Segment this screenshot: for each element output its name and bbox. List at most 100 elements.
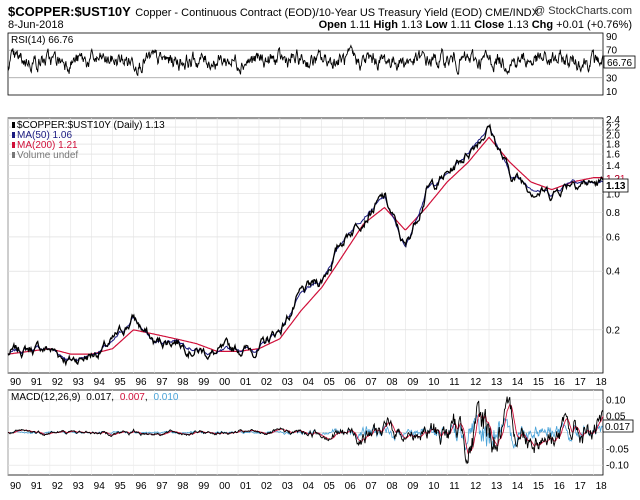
x-tick-label: 93 bbox=[73, 377, 85, 388]
x-tick-label: 04 bbox=[303, 377, 315, 388]
ma200-line bbox=[7, 136, 603, 355]
x-tick-label: 17 bbox=[575, 481, 587, 492]
x-tick-label: 05 bbox=[324, 377, 336, 388]
x-tick-label: 02 bbox=[261, 481, 273, 492]
macd-y-axis: 0.10 0.05 -0.05 -0.10 bbox=[606, 395, 629, 471]
x-tick-label: 13 bbox=[491, 377, 503, 388]
x-tick-label: 08 bbox=[386, 481, 398, 492]
x-tick-label: 18 bbox=[596, 377, 608, 388]
x-tick-label: 94 bbox=[94, 481, 106, 492]
x-tick-label: 01 bbox=[240, 481, 252, 492]
x-tick-label: 00 bbox=[219, 481, 231, 492]
rsi-frame bbox=[7, 32, 604, 96]
x-tick-label: 91 bbox=[31, 377, 43, 388]
x-tick-label: 12 bbox=[470, 481, 482, 492]
legend-entry: Volume undef bbox=[17, 150, 78, 161]
price-y-axis: 2.42.22.01.81.61.41.21.00.80.60.40.2 bbox=[606, 115, 620, 336]
x-tick-label: 14 bbox=[512, 377, 524, 388]
rsi-y-tick: 70 bbox=[606, 46, 618, 57]
symbol-label: $COPPER:$UST10Y bbox=[8, 4, 131, 19]
macd-y-tick: 0.10 bbox=[606, 395, 626, 406]
price-y-tick: 1.4 bbox=[606, 161, 620, 172]
x-tick-label: 11 bbox=[449, 481, 460, 492]
price-y-tick: 0.4 bbox=[606, 267, 620, 278]
x-tick-label: 99 bbox=[198, 377, 210, 388]
x-tick-label: 90 bbox=[10, 377, 22, 388]
x-tick-label: 05 bbox=[324, 481, 336, 492]
x-tick-label: 98 bbox=[177, 377, 189, 388]
x-tick-label: 93 bbox=[73, 481, 85, 492]
legend-entry: MA(200) 1.21 bbox=[17, 140, 78, 151]
price-y-tick: 1.8 bbox=[606, 140, 620, 151]
x-tick-label: 09 bbox=[407, 377, 419, 388]
legend-entry: $COPPER:$UST10Y (Daily) 1.13 bbox=[17, 120, 165, 131]
macd-x-axis: 90 91 92 93 94 95 96 97 98 99 00 01 02 03 04 05 06 07 08 09… bbox=[10, 481, 607, 492]
x-tick-label: 94 bbox=[94, 377, 106, 388]
legend-swatch bbox=[12, 152, 15, 158]
price-line bbox=[7, 123, 604, 367]
x-tick-label: 96 bbox=[135, 481, 147, 492]
rsi-current-value: 66.76 bbox=[607, 58, 632, 69]
x-tick-label: 04 bbox=[303, 481, 315, 492]
x-tick-label: 09 bbox=[407, 481, 419, 492]
rsi-y-tick: 90 bbox=[606, 32, 618, 43]
ohlc-summary: Open 1.11 High 1.13 Low 1.11 Close 1.13 … bbox=[318, 19, 632, 31]
x-tick-label: 98 bbox=[177, 481, 189, 492]
price-y-tick: 0.8 bbox=[606, 208, 620, 219]
x-tick-label: 15 bbox=[533, 481, 545, 492]
x-tick-label: 03 bbox=[282, 377, 294, 388]
price-y-tick: 0.6 bbox=[606, 232, 620, 243]
x-tick-label: 16 bbox=[554, 481, 566, 492]
macd-y-tick: 0.05 bbox=[606, 412, 626, 423]
rsi-line bbox=[7, 44, 604, 77]
macd-panel: MACD(12,26,9) 0.017, 0.007, 0.010 0.100.… bbox=[7, 389, 634, 476]
x-tick-label: 12 bbox=[470, 377, 482, 388]
macd-label: MACD(12,26,9) 0.017, 0.007, 0.010 bbox=[11, 392, 179, 403]
legend-swatch bbox=[12, 122, 15, 128]
rsi-current-box bbox=[603, 55, 636, 69]
chart-date: 8-Jun-2018 bbox=[8, 19, 64, 31]
legend-swatch bbox=[12, 132, 15, 138]
x-tick-label: 03 bbox=[282, 481, 294, 492]
legend-entry: MA(50) 1.06 bbox=[17, 130, 72, 141]
x-tick-label: 95 bbox=[115, 377, 127, 388]
price-y-tick: 2.4 bbox=[606, 115, 620, 126]
x-tick-label: 11 bbox=[449, 377, 460, 388]
x-tick-label: 18 bbox=[596, 481, 608, 492]
macd-line bbox=[7, 396, 604, 465]
x-tick-label: 01 bbox=[240, 377, 252, 388]
x-tick-label: 95 bbox=[115, 481, 127, 492]
price-grid bbox=[7, 118, 603, 373]
price-y-tick: 2.2 bbox=[606, 123, 620, 134]
macd-current-value: 0.017 bbox=[605, 422, 630, 433]
macd-y-tick: -0.05 bbox=[606, 444, 629, 455]
rsi-label: RSI(14) 66.76 bbox=[11, 35, 74, 46]
x-tick-label: 17 bbox=[575, 377, 587, 388]
symbol-description: Copper - Continuous Contract (EOD)/10-Ye… bbox=[135, 7, 539, 19]
price-frame bbox=[7, 117, 604, 374]
price-x-axis: 90 91 92 93 94 95 96 97 98 99 00 01 02 03 04 05 06 07 08 09… bbox=[10, 377, 607, 388]
price-y-tick: 0.2 bbox=[606, 325, 620, 336]
x-tick-label: 00 bbox=[219, 377, 231, 388]
x-tick-label: 10 bbox=[428, 481, 440, 492]
x-tick-label: 07 bbox=[366, 377, 378, 388]
ma50-line bbox=[7, 125, 604, 361]
x-tick-label: 15 bbox=[533, 377, 545, 388]
price-y-tick: 2.0 bbox=[606, 131, 620, 142]
rsi-y-tick: 10 bbox=[606, 87, 618, 98]
x-tick-label: 99 bbox=[198, 481, 210, 492]
rsi-y-tick: 30 bbox=[606, 73, 618, 84]
x-tick-label: 08 bbox=[386, 377, 398, 388]
macd-y-tick: -0.10 bbox=[606, 461, 629, 472]
x-tick-label: 06 bbox=[345, 377, 357, 388]
stockcharts-watermark: @ StockCharts.com bbox=[534, 5, 632, 17]
x-tick-label: 90 bbox=[10, 481, 22, 492]
x-tick-label: 16 bbox=[554, 377, 566, 388]
x-tick-label: 91 bbox=[31, 481, 43, 492]
macd-current-box bbox=[602, 419, 634, 433]
x-tick-label: 07 bbox=[366, 481, 378, 492]
legend-swatch bbox=[12, 142, 15, 148]
x-tick-label: 06 bbox=[345, 481, 357, 492]
